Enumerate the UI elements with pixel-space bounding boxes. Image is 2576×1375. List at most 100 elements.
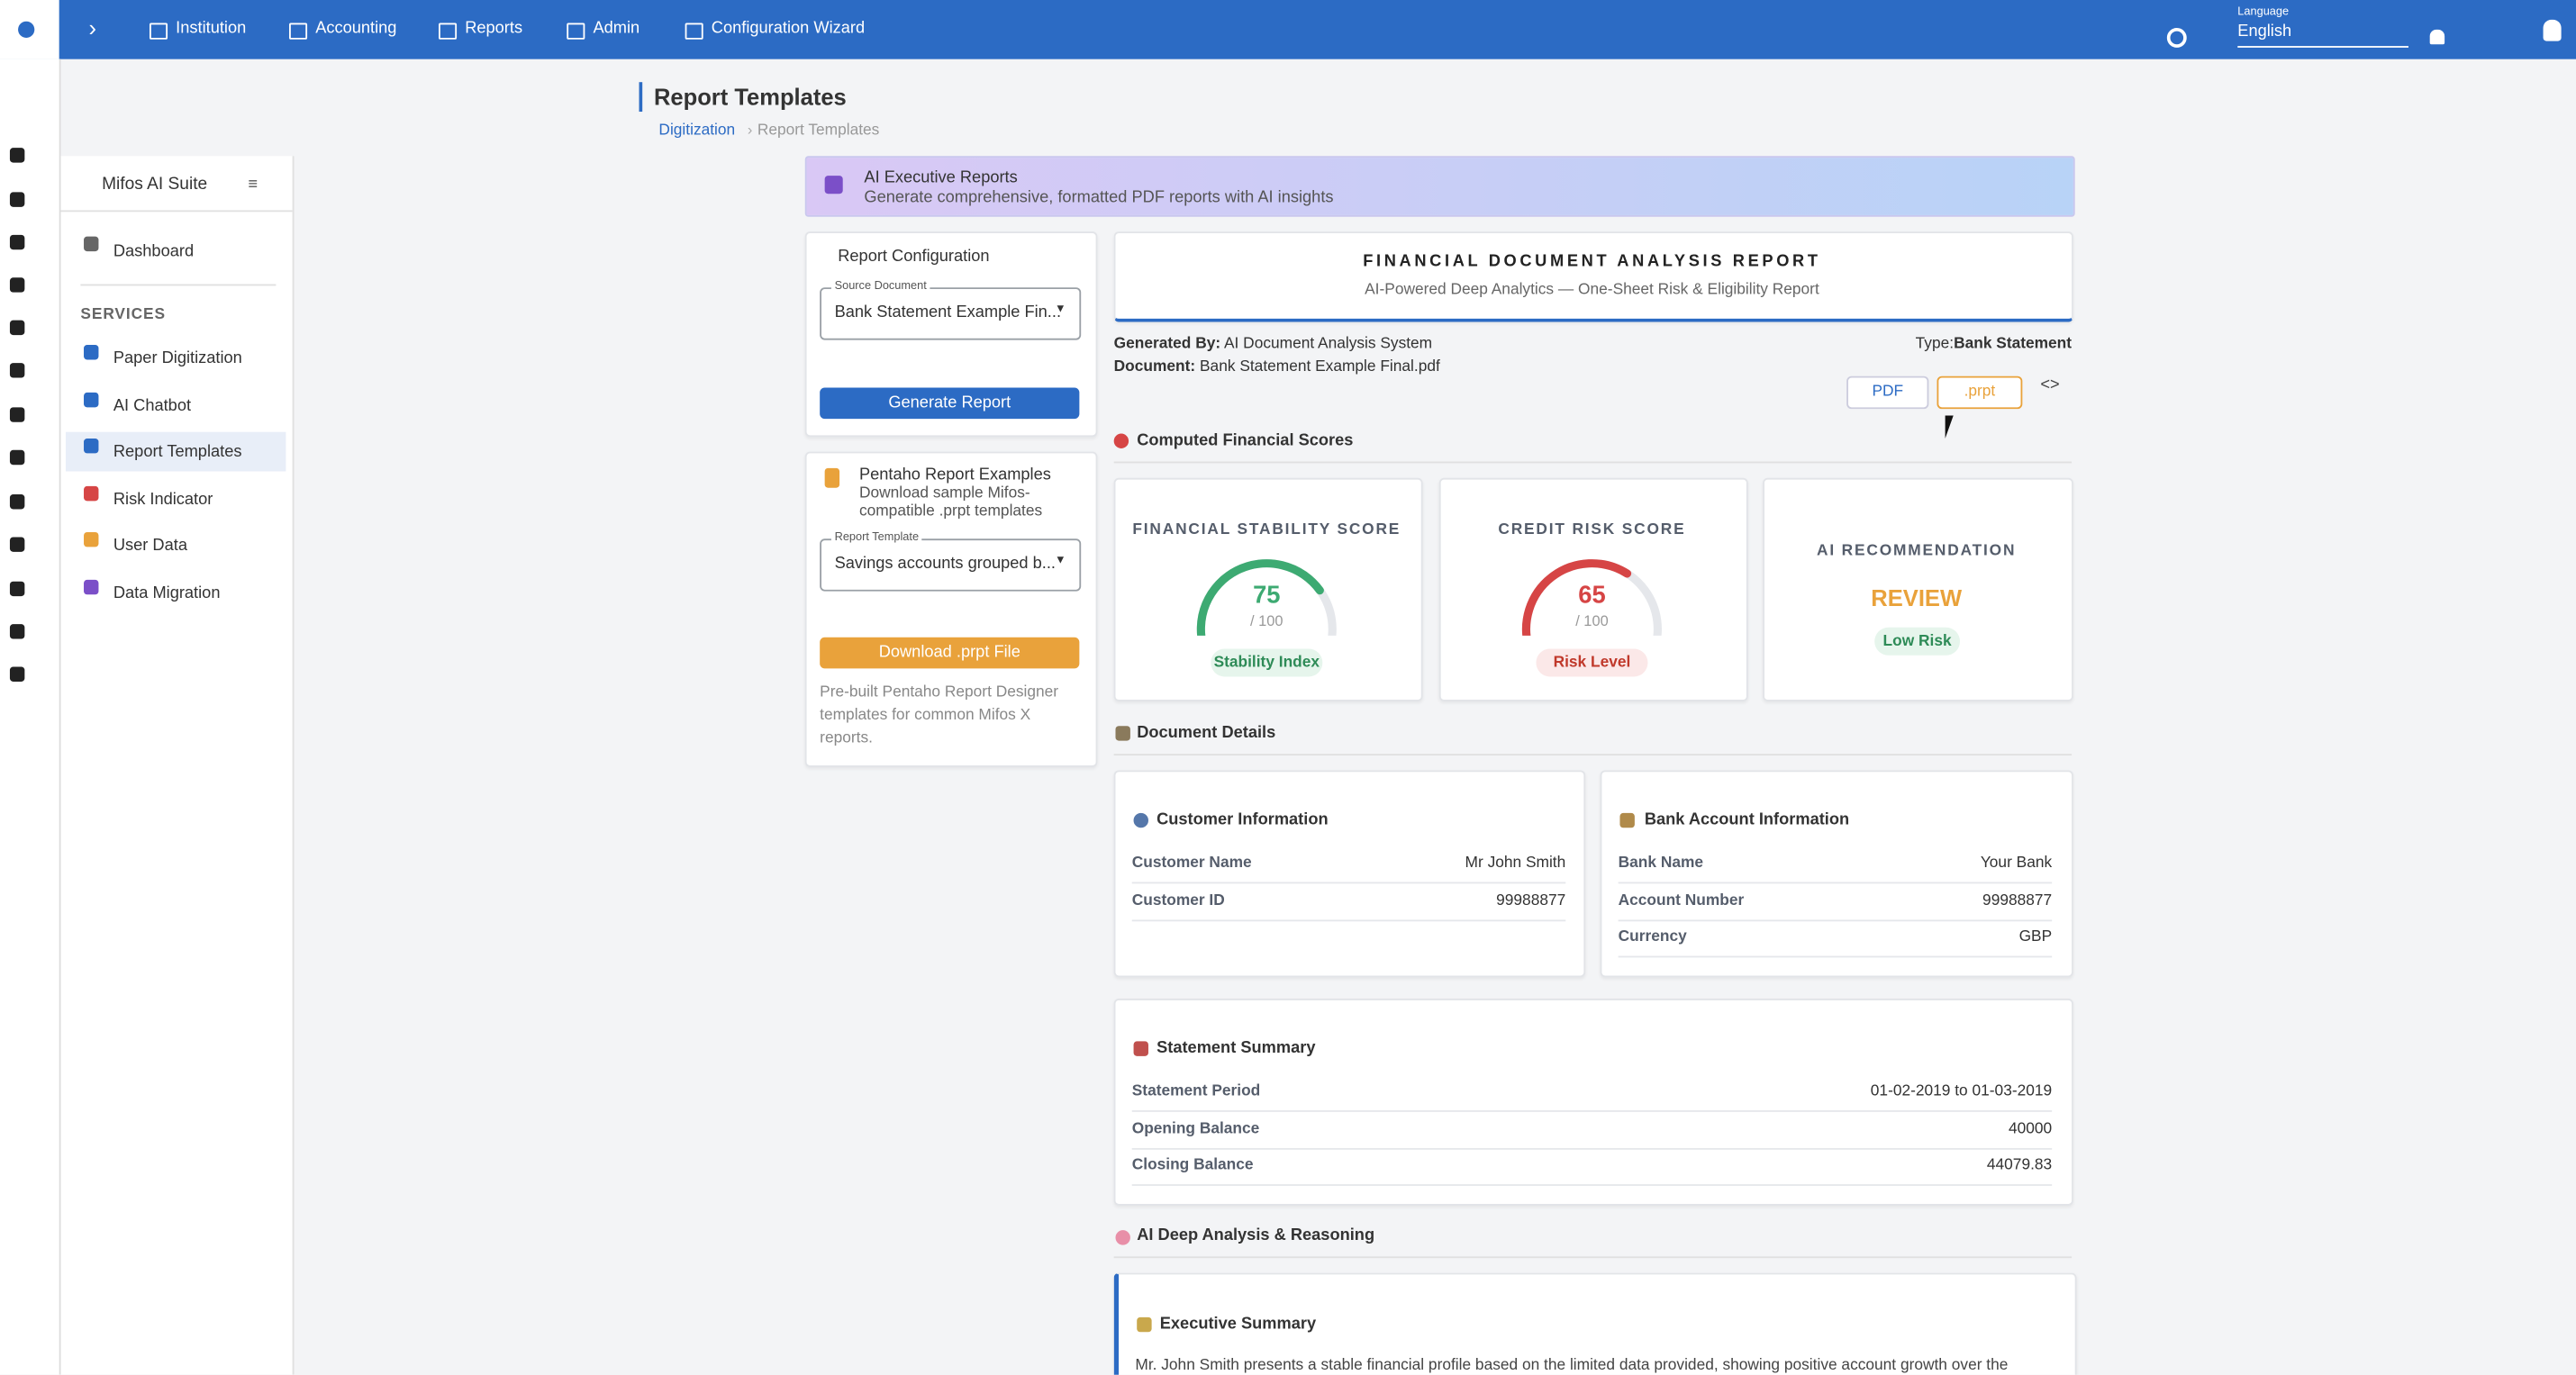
nav-item[interactable]: Institution [176,19,247,38]
sidebar-icon [84,439,99,454]
sidebar-collapse[interactable]: ≡ [248,176,259,194]
meta-label: Type: [1915,335,1955,354]
nav-icon [567,23,585,40]
meta-value: AI Document Analysis System [1223,335,1433,354]
card-icon [1133,1041,1148,1056]
row-value: 99988877 [1982,891,2053,909]
heading-icon [1115,1230,1130,1245]
score-max: / 100 [1575,612,1609,629]
section-label: SERVICES [80,305,166,324]
button-label: Download .prpt File [878,644,1020,663]
left-rail [0,59,61,1375]
search-icon[interactable] [2166,28,2187,48]
sidebar-icon [84,485,99,502]
language-label: Language [2237,6,2290,19]
meta-value: Bank Statement Example Final.pdf [1200,357,1440,376]
sidebar-item[interactable]: Paper Digitization [113,349,242,368]
card-icon [1133,812,1148,828]
meta-value: Bank Statement [1954,335,2073,354]
rail-icon[interactable] [9,581,25,597]
sidebar-item[interactable]: Report Templates [113,443,242,462]
rail-icon[interactable] [9,537,25,552]
rail-icon[interactable] [9,494,25,510]
user-icon[interactable] [2543,19,2562,41]
rail-icon[interactable] [9,407,25,422]
report-subtitle: AI-Powered Deep Analytics — One-Sheet Ri… [1365,280,1819,299]
score-title: FINANCIAL STABILITY SCORE [1132,520,1401,539]
nav-item[interactable]: Reports [465,19,523,38]
breadcrumb-sep: › [747,121,753,139]
report-title: FINANCIAL DOCUMENT ANALYSIS REPORT [1363,252,1821,271]
template-value: Savings accounts grouped b... [834,555,1056,574]
row-label: Statement Period [1131,1082,1261,1101]
sidebar-icon [84,392,99,408]
template-select[interactable] [820,538,1082,592]
pdf-button[interactable]: PDF [1846,375,1929,410]
row-label: Opening Balance [1131,1119,1260,1138]
section-heading: Computed Financial Scores [1137,431,1354,450]
pentaho-title: Pentaho Report Examples [858,466,1051,485]
nav-item[interactable]: Configuration Wizard [711,19,866,38]
section-heading: Document Details [1137,724,1276,743]
source-select[interactable] [820,287,1082,340]
row-value: 40000 [2008,1119,2053,1138]
sidebar-item[interactable]: Dashboard [113,242,195,262]
section-heading: AI Deep Analysis & Reasoning [1137,1226,1375,1245]
language-select[interactable]: English [2237,23,2408,48]
heading-icon [1115,726,1130,741]
nav-icon [149,23,168,40]
code-toggle[interactable]: <> [2040,375,2060,394]
rail-icon[interactable] [9,148,25,163]
notifications-icon[interactable] [2429,29,2445,45]
row-label: Currency [1618,927,1687,946]
doc-icon [824,467,840,488]
breadcrumb-link[interactable]: Digitization [658,121,736,140]
card-title: Executive Summary [1159,1316,1317,1334]
row-line [1618,918,2053,921]
card-icon [1619,812,1635,828]
divider [80,284,277,286]
generate-button[interactable]: Generate Report [820,387,1080,420]
row-label: Closing Balance [1131,1156,1254,1175]
executive-text: Mr. John Smith presents a stable financi… [1135,1356,2009,1375]
score-badge: Stability Index [1211,648,1323,677]
row-line [1131,882,1566,884]
score-max: / 100 [1250,612,1283,629]
download-button[interactable]: Download .prpt File [820,637,1080,669]
rail-icon[interactable] [9,449,25,466]
pentaho-note: Pre-built Pentaho Report Designer templa… [820,683,1059,747]
rail-icon[interactable] [9,320,25,336]
score-value: 75 [1253,581,1281,610]
rail-icon[interactable] [9,192,25,207]
card-title: Customer Information [1156,811,1329,830]
rail-icon[interactable] [9,234,25,250]
prpt-button[interactable]: .prpt [1937,375,2023,410]
dropdown-arrow: ▼ [1055,555,1066,567]
rail-icon[interactable] [9,277,25,293]
rail-icon[interactable] [9,624,25,639]
row-line [1131,1110,2053,1112]
nav-item[interactable]: Admin [593,19,640,38]
row-value: 99988877 [1496,891,1566,909]
rail-icon[interactable] [9,666,25,682]
top-bar [0,0,2576,59]
sidebar-item[interactable]: AI Chatbot [113,397,192,416]
logo[interactable] [0,0,59,59]
sidebar-item[interactable]: User Data [113,537,187,556]
sidebar-item[interactable]: Risk Indicator [113,491,213,510]
template-label: Report Template [830,531,922,544]
sidebar-icon [84,345,99,360]
sidebar-item[interactable]: Data Migration [113,584,221,603]
meta-generated: Generated By: AI Document Analysis Syste… [1114,335,1432,353]
row-label: Customer Name [1131,854,1252,873]
row-line [1131,1184,2053,1186]
gauge-value [1196,559,1324,636]
meta-type: Type:Bank Statement [1916,335,2072,353]
row-value: Your Bank [1980,854,2053,873]
menu-toggle[interactable]: › [88,14,97,41]
meta-label: Generated By: [1113,335,1221,354]
nav-item[interactable]: Accounting [315,19,397,38]
rail-icon[interactable] [9,363,25,378]
